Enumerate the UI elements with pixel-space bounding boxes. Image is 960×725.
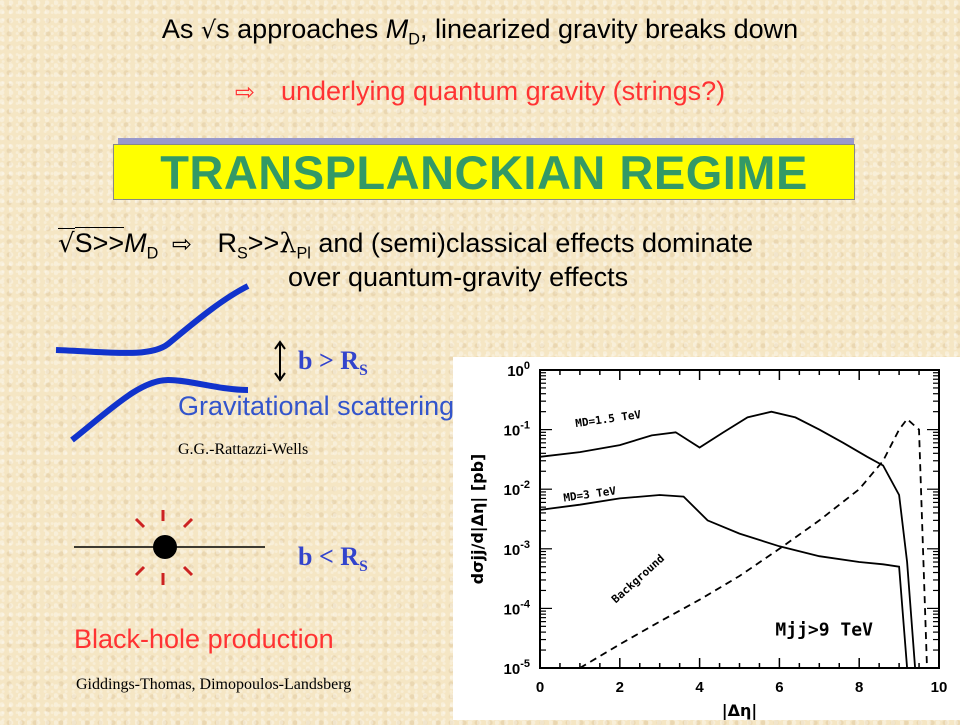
upper-trajectory: [55, 283, 250, 356]
plot-svg: 0 2 4 6 8 10 100 10-1 10-2 10-3 10-4 10-5 |Δη| dσjj/d…: [468, 360, 948, 721]
blackhole-dot: [153, 535, 177, 559]
blackhole-reference: Giddings-Thomas, Dimopoulos-Landsberg: [76, 676, 352, 693]
series-line: [539, 410, 916, 669]
x-axis-label: |Δη|: [722, 701, 757, 720]
x-tick-label: 10: [931, 679, 948, 696]
x-tick-label: 2: [616, 679, 624, 696]
series-label: Background: [609, 552, 667, 606]
series-line: [539, 494, 908, 669]
arrow-right-icon: ⇨: [171, 230, 192, 258]
blackhole-title: Black-hole production: [74, 624, 334, 654]
scattering-diagram: [55, 283, 250, 443]
x-tick-label: 4: [695, 679, 704, 696]
x-tick-label: 6: [775, 679, 783, 696]
headline-quantum-gravity: ⇨ underlying quantum gravity (strings?): [234, 76, 726, 106]
y-tick-label: 10-3: [504, 539, 530, 559]
condition-line-2: over quantum-gravity effects: [288, 262, 629, 292]
y-tick-label: 10-5: [504, 658, 530, 678]
y-tick-label: 10-4: [504, 598, 531, 618]
impact-small-label: b < RS: [298, 542, 368, 576]
x-tick-label: 8: [855, 679, 863, 696]
scattering-title: Gravitational scattering: [178, 391, 455, 421]
y-tick-label: 100: [507, 360, 530, 380]
lower-trajectory: [70, 376, 249, 443]
mjj-annotation: Mjj>9 TeV: [775, 620, 873, 641]
y-tick-label: 10-1: [504, 420, 530, 440]
y-tick-label: 10-2: [504, 479, 530, 499]
headline-breakdown: As √s approaches MD, linearized gravity …: [161, 14, 799, 49]
x-tick-label: 0: [536, 679, 544, 696]
cross-section-plot: 0 2 4 6 8 10 100 10-1 10-2 10-3 10-4 10-5 |Δη| dσjj/d…: [453, 357, 960, 721]
arrow-right-icon: ⇨: [234, 78, 255, 106]
series-line: [579, 417, 928, 669]
y-axis-label: dσjj/d|Δη| [pb]: [468, 454, 488, 585]
series-label: MD=1.5 TeV: [575, 408, 643, 430]
scattering-reference: G.G.-Rattazzi-Wells: [178, 441, 309, 458]
page-title: TRANSPLANCKIAN REGIME: [113, 144, 855, 200]
double-arrow-icon: [274, 340, 286, 382]
impact-large-label: b > RS: [298, 346, 368, 380]
condition-line: √S>>MD ⇨ RS>>λPl and (semi)classical eff…: [58, 227, 754, 263]
series-label: MD=3 TeV: [563, 484, 618, 504]
blackhole-diagram: [74, 510, 265, 585]
